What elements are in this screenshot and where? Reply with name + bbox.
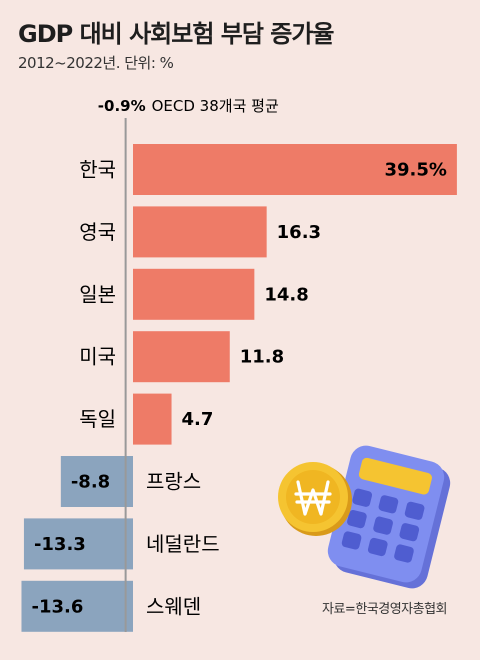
value-label: 11.8 bbox=[240, 347, 284, 368]
category-label: 프랑스 bbox=[146, 470, 201, 494]
category-label: 독일 bbox=[79, 407, 116, 431]
source-note: 자료=한국경영자총협회 bbox=[322, 602, 448, 617]
category-label: 영국 bbox=[79, 220, 116, 244]
bar-2 bbox=[133, 206, 267, 258]
oecd-average-value: -0.9% bbox=[98, 97, 146, 115]
value-label: -13.6 bbox=[31, 596, 83, 617]
value-label: 16.3 bbox=[277, 222, 321, 243]
category-label: 한국 bbox=[79, 158, 116, 182]
category-label: 네덜란드 bbox=[146, 532, 220, 556]
value-label: -8.8 bbox=[71, 472, 110, 493]
bar-7 bbox=[23, 518, 133, 570]
category-label: 스웨덴 bbox=[146, 594, 201, 618]
calculator-icon bbox=[327, 445, 451, 589]
won-coin-icon bbox=[278, 462, 352, 536]
bar-3 bbox=[133, 268, 255, 320]
value-label: 4.7 bbox=[182, 409, 214, 430]
value-label: -13.3 bbox=[34, 534, 86, 555]
bar-1 bbox=[133, 144, 457, 195]
chart-subtitle: 2012~2022년. 단위: % bbox=[18, 54, 174, 72]
bar-6 bbox=[60, 456, 134, 507]
bar-4 bbox=[133, 331, 230, 383]
category-label: 미국 bbox=[79, 345, 116, 369]
category-label: 일본 bbox=[79, 282, 116, 306]
chart-title: GDP 대비 사회보험 부담 증가율 bbox=[18, 20, 335, 48]
oecd-average-label: OECD 38개국 평균 bbox=[152, 97, 279, 115]
value-label: 14.8 bbox=[264, 284, 308, 305]
bar-8 bbox=[21, 580, 134, 632]
bar-5 bbox=[133, 393, 172, 445]
value-label: 39.5% bbox=[384, 160, 446, 181]
